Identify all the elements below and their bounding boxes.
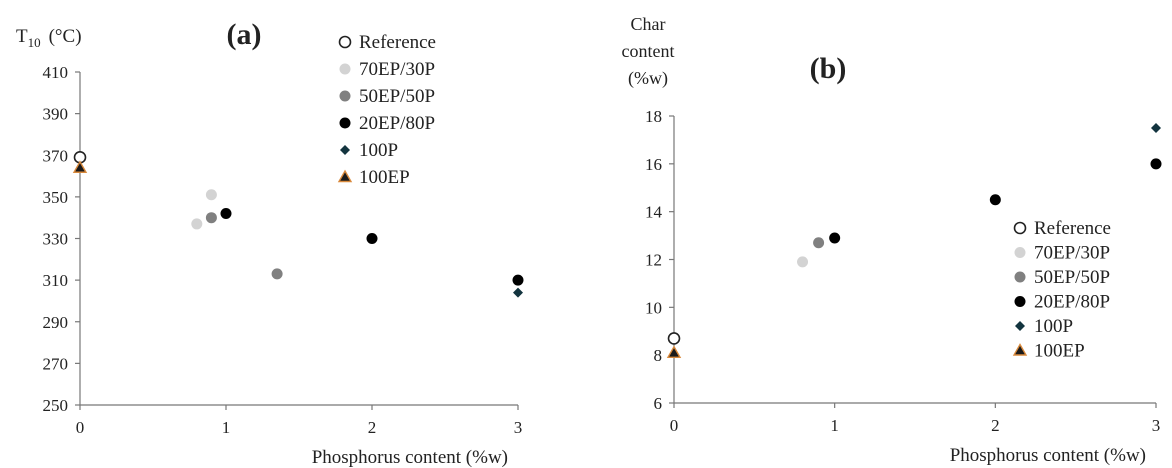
y-tick-label: 270	[43, 354, 69, 373]
x-tick-label: 1	[830, 416, 839, 435]
legend-marker	[1015, 321, 1025, 331]
y-tick-label: 370	[43, 146, 69, 165]
data-point	[666, 345, 682, 358]
data-point	[813, 237, 825, 249]
data-point	[220, 208, 232, 220]
data-point	[1150, 158, 1162, 170]
y-tick-label: 16	[645, 155, 662, 174]
y-tick-label: 390	[43, 105, 69, 124]
x-axis-label: Phosphorus content (%w)	[950, 445, 1146, 466]
data-point	[271, 268, 283, 280]
x-tick-label: 3	[1152, 416, 1161, 435]
x-tick-label: 3	[514, 418, 523, 437]
x-tick-label: 0	[670, 416, 679, 435]
legend-marker	[1012, 343, 1028, 356]
x-tick-label: 2	[991, 416, 1000, 435]
y-tick-label: 330	[43, 230, 69, 249]
panel-label: (a)	[227, 18, 262, 51]
y-axis-label-line: (%w)	[628, 68, 668, 89]
y-axis-label-line: content	[622, 41, 675, 61]
x-tick-label: 0	[76, 418, 85, 437]
legend-marker	[1014, 296, 1026, 307]
legend-marker	[1014, 271, 1026, 283]
data-point	[989, 194, 1001, 206]
chart-panel-a: 250 270 290 310 330 350 370 390 410 0 1 2 3 Phosphoru…	[16, 18, 524, 468]
y-tick-label: 6	[654, 394, 663, 413]
data-point	[512, 274, 524, 286]
y-tick-label: 10	[645, 298, 662, 317]
y-axis-label: T10 (°C)	[16, 26, 82, 50]
panel-label: (b)	[810, 52, 847, 85]
data-point	[366, 233, 378, 244]
y-tick-label: 14	[645, 203, 663, 222]
x-axis-label: Phosphorus content (%w)	[312, 447, 508, 468]
legend-marker	[339, 90, 351, 102]
data-point	[797, 256, 809, 268]
y-tick-label: 290	[43, 313, 69, 332]
data-point	[513, 287, 523, 298]
legend-entry: 100EP	[359, 167, 410, 188]
y-tick-label: 310	[43, 271, 69, 290]
legend-entry: Reference	[359, 32, 436, 53]
data-point	[1151, 122, 1161, 133]
legend-marker	[1014, 247, 1026, 258]
legend-marker	[340, 145, 350, 155]
data-point	[205, 212, 217, 224]
data-point	[72, 160, 88, 173]
legend-entry: 50EP/50P	[1034, 267, 1110, 288]
legend-entry: 100EP	[1034, 341, 1085, 362]
data-point	[667, 332, 681, 345]
data-point	[191, 218, 203, 230]
legend-entry: 100P	[1034, 316, 1073, 337]
y-tick-label: 8	[654, 346, 663, 365]
legend-entry: Reference	[1034, 218, 1111, 239]
y-tick-label: 12	[645, 251, 662, 270]
legend-marker	[339, 63, 351, 75]
y-axis-label-line: Char	[631, 14, 666, 34]
legend-marker	[338, 35, 352, 49]
legend-marker	[1013, 221, 1027, 235]
legend-entry: 20EP/80P	[359, 113, 435, 134]
y-tick-label: 18	[645, 107, 662, 126]
x-tick-label: 2	[368, 418, 377, 437]
legend-entry: 70EP/30P	[359, 59, 435, 80]
data-point	[205, 189, 217, 201]
y-tick-label: 410	[43, 63, 69, 82]
legend-marker	[337, 169, 353, 183]
legend-entry: 70EP/30P	[1034, 243, 1110, 264]
x-tick-label: 1	[222, 418, 231, 437]
legend-entry: 50EP/50P	[359, 86, 435, 107]
legend-entry: 20EP/80P	[1034, 292, 1110, 313]
legend-entry: 100P	[359, 140, 398, 161]
y-tick-label: 250	[43, 396, 69, 415]
y-tick-label: 350	[43, 188, 69, 207]
data-point	[829, 232, 841, 244]
legend-marker	[339, 117, 351, 129]
